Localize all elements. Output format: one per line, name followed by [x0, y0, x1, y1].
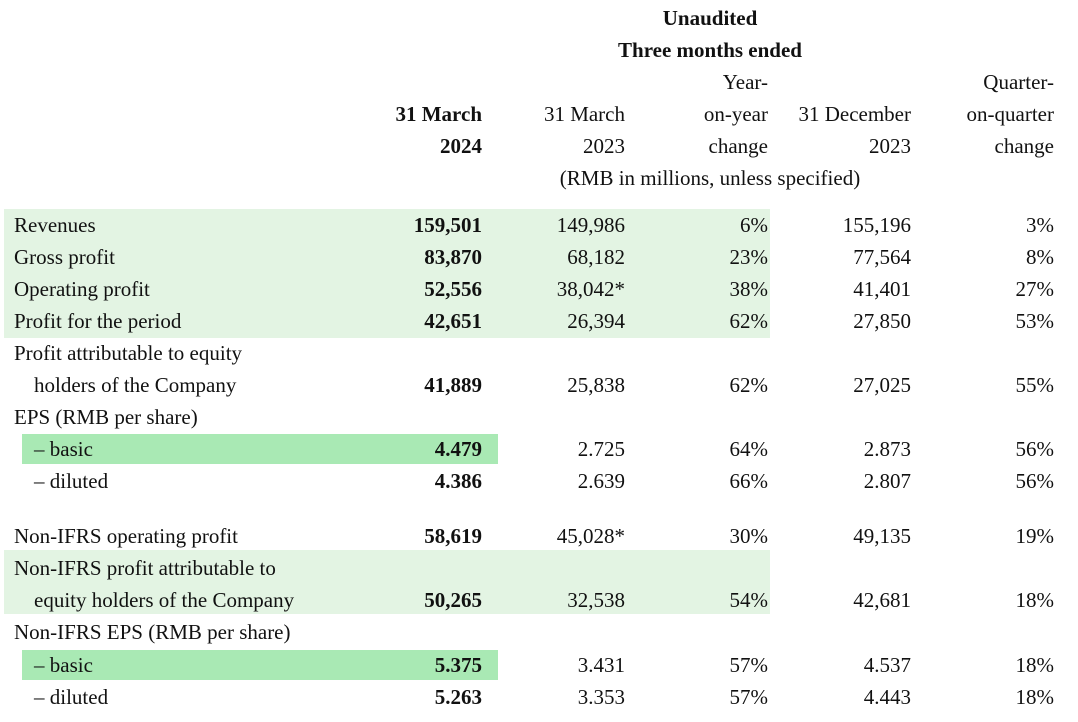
cell-yoy: 38% — [729, 277, 769, 301]
cell-yoy: 23% — [729, 245, 769, 269]
cell-qoq: 56% — [1015, 469, 1055, 493]
cell-2024: 5.375 — [434, 653, 482, 677]
section-label-non-ifrs-eps: Non-IFRS EPS (RMB per share) — [14, 620, 291, 644]
row-label: Revenues — [14, 213, 96, 237]
cell-qoq: 53% — [1015, 309, 1055, 333]
cell-2023: 3.353 — [577, 685, 625, 709]
cell-2023: 2.639 — [577, 469, 625, 493]
row-label: – basic — [34, 437, 93, 461]
cell-dec: 4.443 — [863, 685, 911, 709]
cell-qoq: 8% — [1026, 245, 1054, 269]
row-label: Gross profit — [14, 245, 115, 269]
row-label: – diluted — [34, 685, 109, 709]
cell-2023: 3.431 — [577, 653, 625, 677]
cell-2023: 68,182 — [567, 245, 625, 269]
cell-dec: 155,196 — [842, 213, 911, 237]
header-col-dec-line2: 2023 — [869, 134, 911, 158]
cell-dec: 2.807 — [863, 469, 911, 493]
cell-2024: 4.479 — [434, 437, 482, 461]
section-label-eps: EPS (RMB per share) — [14, 405, 198, 429]
cell-2023: 32,538 — [567, 588, 625, 612]
header-col-yoy-line2: on-year — [703, 102, 768, 126]
header-col-qoq-line2: on-quarter — [966, 102, 1054, 126]
cell-dec: 27,850 — [853, 309, 911, 333]
cell-yoy: 57% — [729, 653, 769, 677]
highlight-revenues-block — [4, 209, 770, 338]
cell-dec: 4.537 — [863, 653, 911, 677]
row-label: Operating profit — [14, 277, 150, 301]
cell-yoy: 62% — [729, 309, 769, 333]
cell-2024: 58,619 — [424, 524, 482, 548]
cell-2023: 26,394 — [567, 309, 625, 333]
header-col-yoy-line1: Year- — [722, 70, 768, 94]
header-col-qoq-line1: Quarter- — [983, 70, 1054, 94]
row-label: Profit attributable to equity — [14, 341, 243, 365]
highlight-non-ifrs-profit — [4, 550, 770, 614]
cell-qoq: 18% — [1015, 685, 1055, 709]
cell-yoy: 64% — [729, 437, 769, 461]
highlight-eps-basic — [22, 434, 498, 464]
cell-2024: 41,889 — [424, 373, 482, 397]
cell-qoq: 3% — [1026, 213, 1054, 237]
cell-yoy: 66% — [729, 469, 769, 493]
cell-2023: 38,042* — [556, 277, 625, 301]
cell-2024: 83,870 — [424, 245, 482, 269]
cell-dec: 49,135 — [853, 524, 911, 548]
cell-2023: 149,986 — [556, 213, 625, 237]
cell-2023: 25,838 — [567, 373, 625, 397]
cell-2023: 2.725 — [577, 437, 625, 461]
cell-yoy: 30% — [729, 524, 769, 548]
highlight-non-ifrs-eps-basic — [22, 650, 498, 680]
cell-dec: 2.873 — [863, 437, 911, 461]
header-unaudited: Unaudited — [662, 6, 758, 30]
cell-2024: 50,265 — [424, 588, 482, 612]
cell-2024: 159,501 — [413, 213, 482, 237]
cell-2024: 42,651 — [424, 309, 482, 333]
cell-2024: 4.386 — [434, 469, 482, 493]
cell-dec: 77,564 — [853, 245, 911, 269]
cell-qoq: 55% — [1015, 373, 1055, 397]
cell-qoq: 19% — [1015, 524, 1055, 548]
cell-2023: 45,028* — [556, 524, 625, 548]
cell-qoq: 27% — [1015, 277, 1055, 301]
header-col-yoy-line3: change — [708, 134, 768, 158]
row-label: Profit for the period — [14, 309, 182, 333]
header-col-dec-line1: 31 December — [798, 102, 911, 126]
cell-yoy: 62% — [729, 373, 769, 397]
cell-qoq: 56% — [1015, 437, 1055, 461]
cell-2024: 5.263 — [434, 685, 482, 709]
row-label-continued: equity holders of the Company — [34, 588, 295, 612]
row-label: – diluted — [34, 469, 109, 493]
header-col-2024-line2: 2024 — [440, 134, 482, 158]
cell-dec: 27,025 — [853, 373, 911, 397]
row-label: Non-IFRS operating profit — [14, 524, 238, 548]
cell-qoq: 18% — [1015, 588, 1055, 612]
header-units: (RMB in millions, unless specified) — [559, 166, 861, 190]
cell-yoy: 6% — [740, 213, 768, 237]
row-label: – basic — [34, 653, 93, 677]
header-col-2023-line2: 2023 — [583, 134, 625, 158]
cell-yoy: 54% — [729, 588, 769, 612]
header-col-2023-line1: 31 March — [543, 102, 625, 126]
cell-qoq: 18% — [1015, 653, 1055, 677]
cell-2024: 52,556 — [424, 277, 482, 301]
header-period: Three months ended — [618, 38, 802, 62]
cell-dec: 41,401 — [853, 277, 911, 301]
cell-dec: 42,681 — [853, 588, 911, 612]
cell-yoy: 57% — [729, 685, 769, 709]
row-label: Non-IFRS profit attributable to — [14, 556, 276, 580]
header-col-qoq-line3: change — [994, 134, 1054, 158]
header-col-2024-line1: 31 March — [395, 102, 482, 126]
row-label-continued: holders of the Company — [34, 373, 237, 397]
